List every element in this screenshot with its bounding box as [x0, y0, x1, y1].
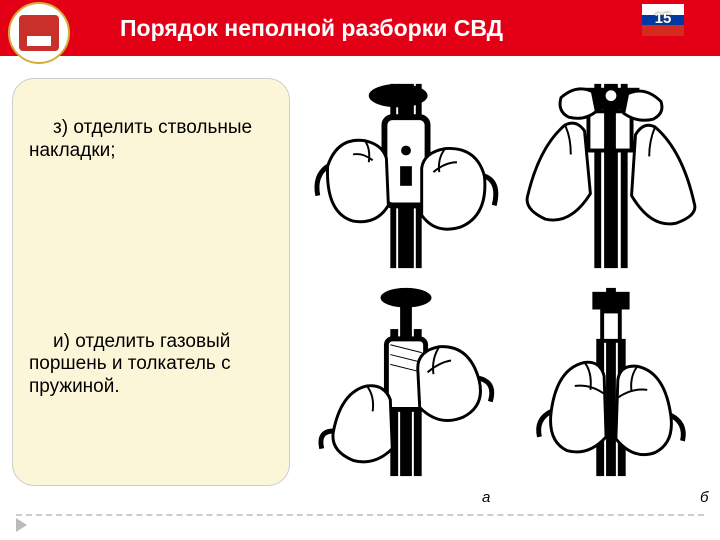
figure-top-left — [308, 78, 504, 274]
figure-label-b: б — [700, 489, 708, 506]
header-bar: Порядок неполной разборки СВД — [0, 0, 720, 56]
figure-bottom-left — [308, 282, 504, 482]
step-i-text: и) отделить газовый поршень и толкатель … — [29, 331, 273, 399]
step-z-text: з) отделить ствольные накладки; — [29, 117, 273, 163]
institution-emblem — [8, 2, 70, 64]
page-number: 15 — [642, 10, 684, 27]
content-area: з) отделить ствольные накладки; и) отдел… — [12, 78, 708, 510]
russian-flag-badge: 15 — [642, 4, 684, 36]
figures-grid: а б — [302, 78, 708, 490]
text-box: з) отделить ствольные накладки; и) отдел… — [12, 78, 290, 486]
figure-top-right — [512, 78, 708, 274]
footer-nav-arrow-icon[interactable] — [16, 518, 27, 532]
page-title: Порядок неполной разборки СВД — [120, 15, 503, 42]
figure-label-a: а — [482, 489, 490, 506]
footer-divider — [16, 514, 704, 516]
figure-bottom-right — [512, 282, 708, 482]
